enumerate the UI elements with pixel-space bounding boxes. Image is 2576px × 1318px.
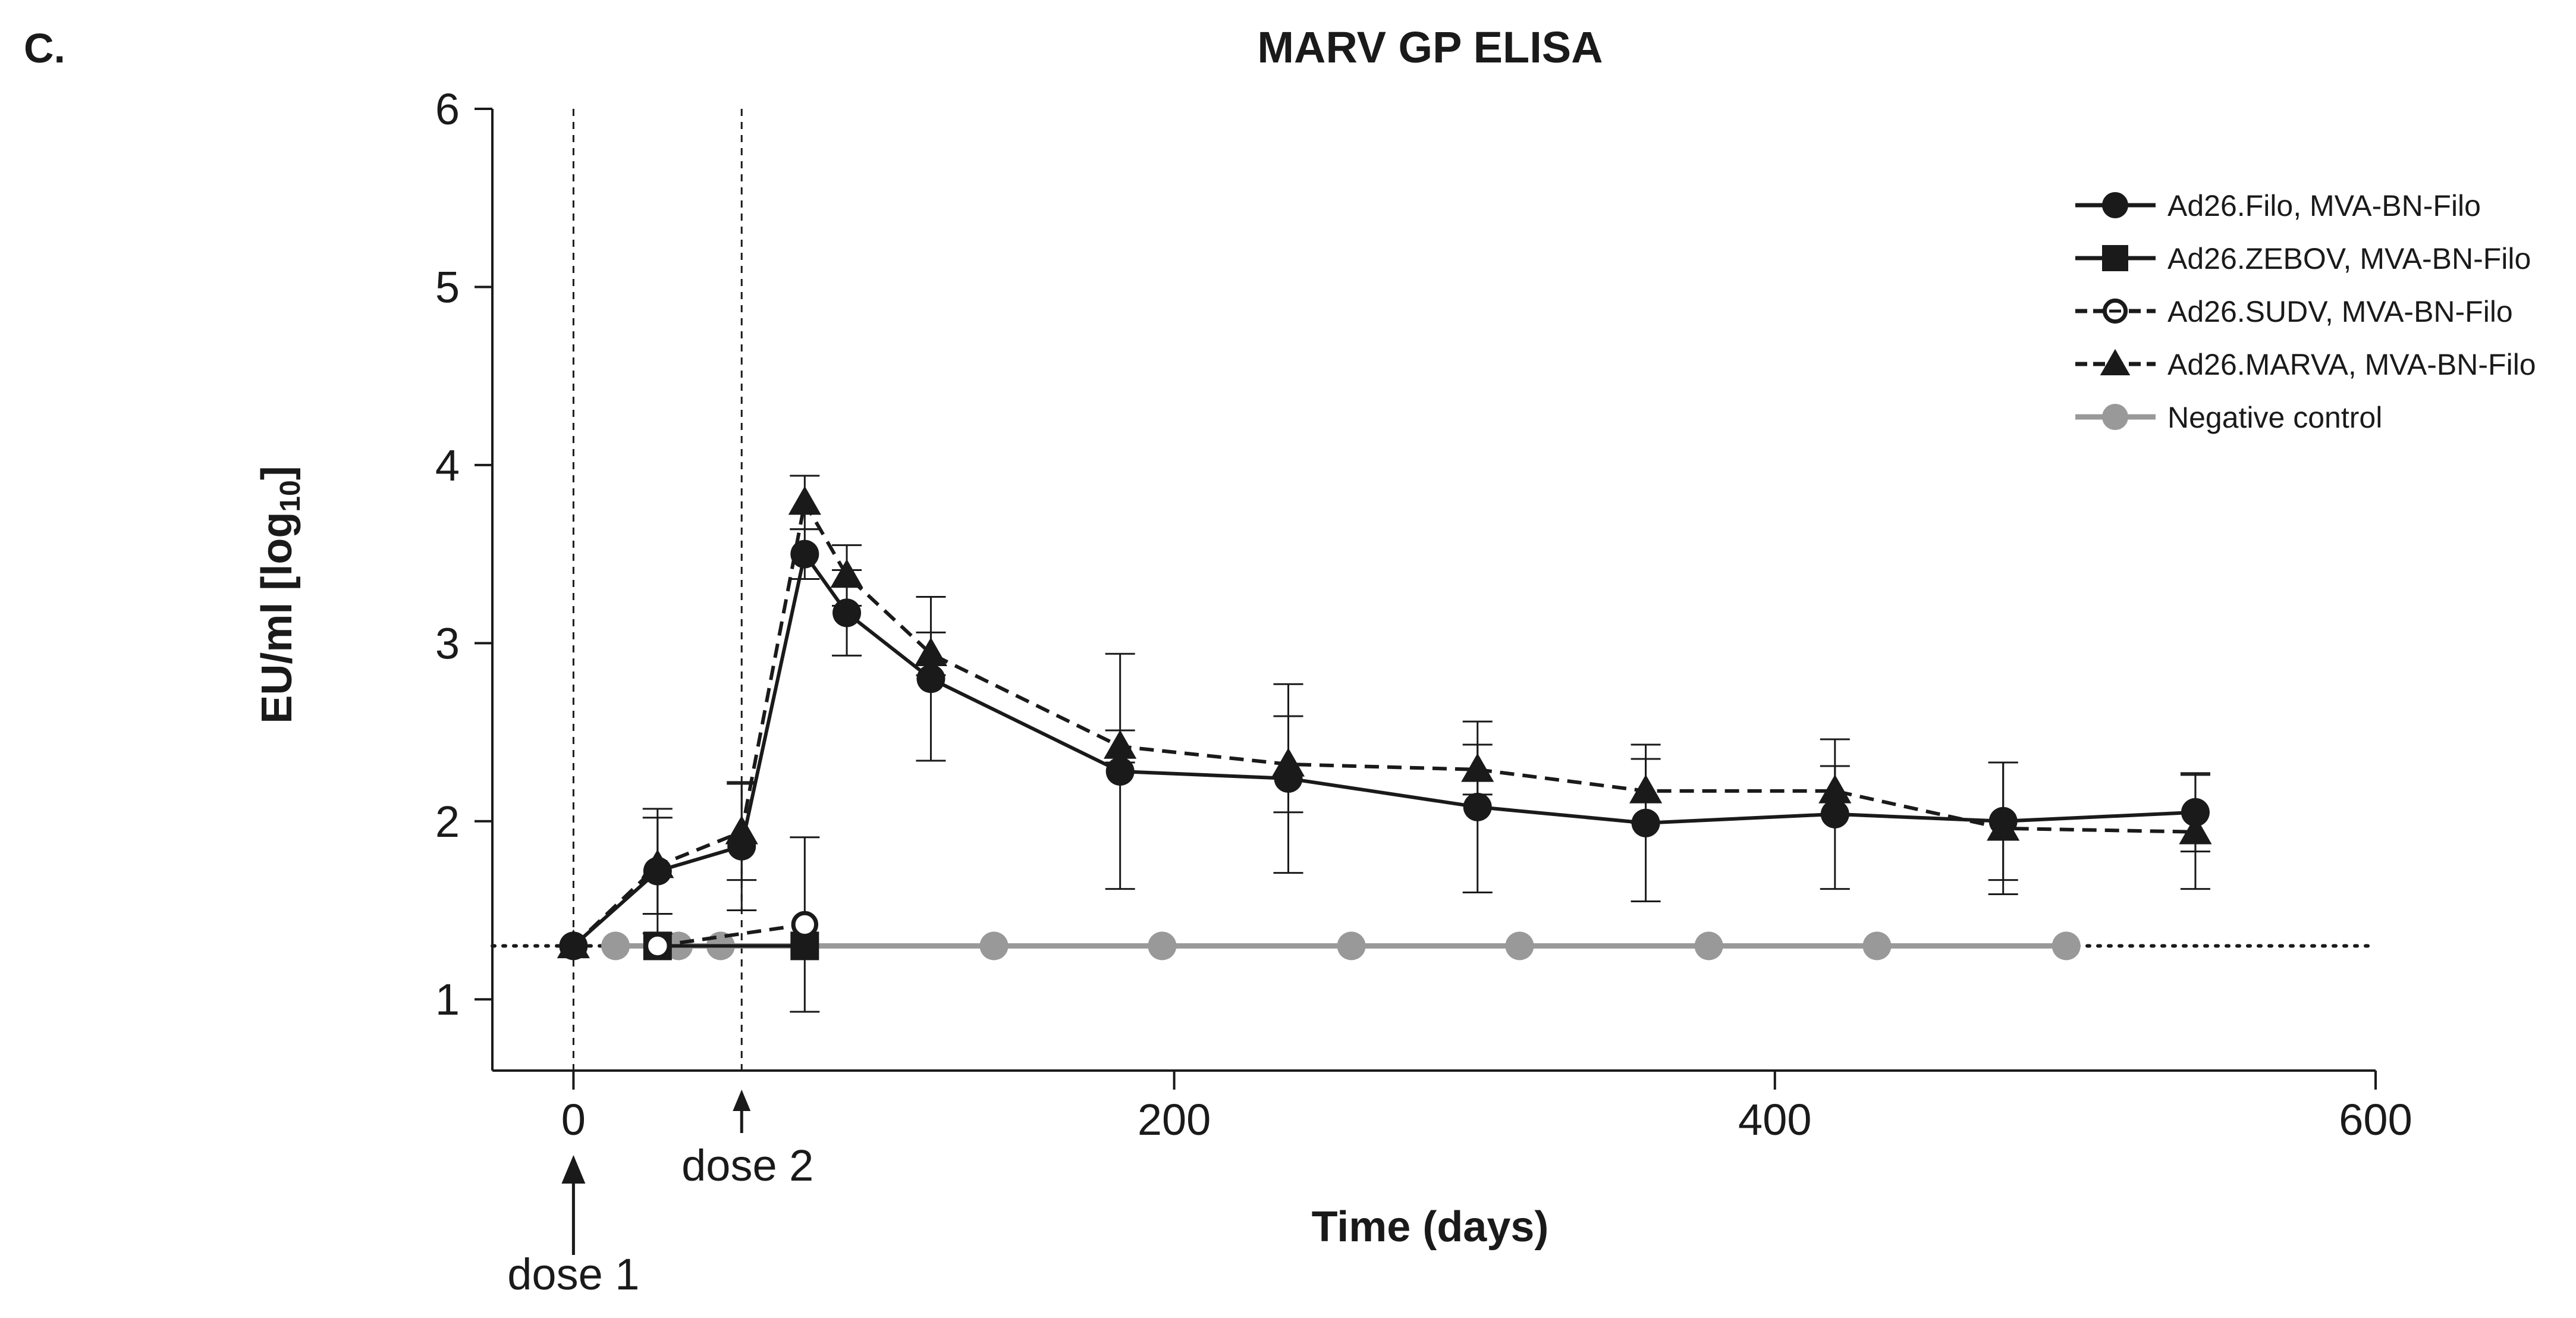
x-axis-label: Time (days) [1312, 1203, 1549, 1251]
series-line [572, 552, 2196, 947]
dose-label: dose 1 [507, 1250, 639, 1299]
data-point [2102, 404, 2128, 430]
data-point [1105, 757, 1135, 786]
data-point [1820, 799, 1849, 829]
data-point [790, 539, 819, 569]
data-point [643, 856, 672, 886]
data-point [1148, 931, 1177, 961]
data-point [1631, 808, 1660, 837]
legend-label: Negative control [2167, 401, 2382, 434]
plot-area [557, 475, 2212, 1013]
legend: Ad26.Filo, MVA-BN-Filo Ad26.ZEBOV, MVA-BN… [2075, 189, 2536, 434]
legend-label: Ad26.Filo, MVA-BN-Filo [2167, 189, 2481, 222]
series-line [657, 922, 805, 948]
x-tick-label: 200 [1138, 1095, 1211, 1144]
data-point [1463, 792, 1492, 821]
data-point [1274, 764, 1303, 793]
axes: 1 2 3 4 5 6 0 200 400 600 [435, 84, 2412, 1144]
data-point [2181, 798, 2210, 827]
data-point [2102, 192, 2128, 218]
data-point [1337, 931, 1366, 961]
data-point [644, 932, 671, 960]
dose-label: dose 2 [681, 1141, 813, 1190]
panel-label: C. [24, 25, 65, 71]
y-tick-label: 1 [435, 975, 460, 1024]
x-tick-label: 600 [2339, 1095, 2412, 1144]
y-tick-label: 6 [435, 84, 460, 134]
y-tick-label: 4 [435, 441, 460, 490]
y-tick-label: 5 [435, 262, 460, 312]
data-point [791, 911, 819, 939]
data-point [788, 486, 821, 515]
series-0 [559, 528, 2210, 961]
y-axis-label-subscript: 10 [275, 480, 306, 511]
data-point [559, 931, 588, 961]
data-point [1505, 931, 1534, 961]
data-point [1988, 807, 2018, 836]
data-point [833, 598, 862, 627]
data-point [2102, 245, 2128, 271]
data-point [2052, 931, 2081, 961]
y-axis-label-end: ] [253, 466, 301, 480]
dose-arrow-head [733, 1090, 751, 1111]
y-tick-label: 3 [435, 619, 460, 668]
data-point [727, 831, 756, 861]
x-tick-label: 400 [1738, 1095, 1811, 1144]
y-tick-label: 2 [435, 797, 460, 846]
y-axis-label: EU/ml [log10] [253, 466, 306, 723]
legend-label: Ad26.ZEBOV, MVA-BN-Filo [2167, 242, 2531, 275]
data-point [1862, 931, 1892, 961]
dose-arrow-head [561, 1155, 586, 1184]
series-2 [644, 836, 820, 1013]
series-4 [601, 931, 2081, 961]
x-tick-label: 0 [561, 1095, 586, 1144]
y-axis-label-main: EU/ml [log [253, 512, 301, 724]
data-point [916, 664, 945, 693]
data-point [1694, 931, 1723, 961]
data-point [601, 931, 630, 961]
dose-markers: dose 1 dose 2 [507, 109, 813, 1299]
legend-label: Ad26.SUDV, MVA-BN-Filo [2167, 295, 2513, 328]
legend-label: Ad26.MARVA, MVA-BN-Filo [2167, 348, 2536, 381]
data-point [979, 931, 1009, 961]
data-point [2100, 349, 2131, 375]
chart-title: MARV GP ELISA [1257, 23, 1603, 72]
